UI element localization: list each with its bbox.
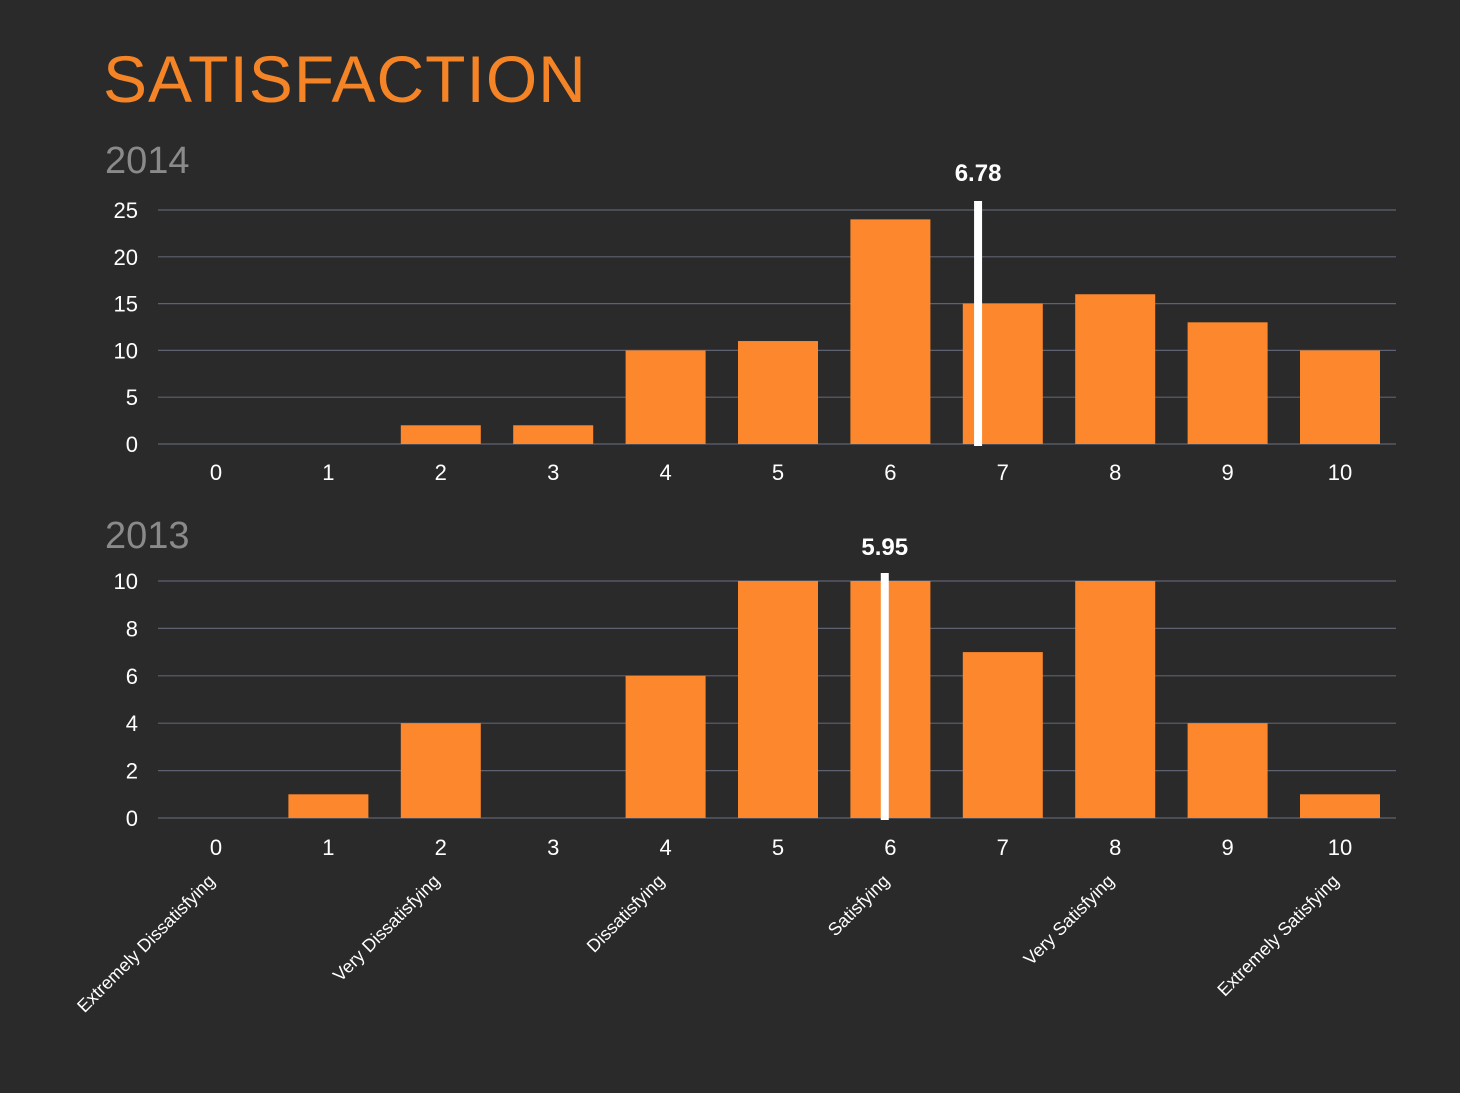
x-tick-label: 9 [1221,835,1233,860]
y-tick-label: 4 [126,711,138,736]
bar [1187,322,1268,444]
page-title: SATISFACTION [103,42,587,116]
x-tick-label: 3 [547,835,559,860]
bar [850,219,931,444]
y-tick-label: 0 [126,806,138,831]
mean-label: 6.78 [955,160,1002,187]
y-tick-label: 8 [126,616,138,641]
bar [513,425,594,444]
x-tick-label: 8 [1109,835,1121,860]
bar [1300,350,1380,444]
y-tick-label: 2 [126,759,138,784]
y-tick-label: 6 [126,664,138,689]
x-tick-label: 7 [997,460,1009,485]
bar [400,723,481,818]
x-tick-label: 0 [210,460,222,485]
x-tick-label: 3 [547,460,559,485]
x-tick-label: 10 [1328,835,1352,860]
x-tick-label: 0 [210,835,222,860]
scale-label: Very Satisfying [1020,871,1118,969]
x-tick-label: 7 [997,835,1009,860]
scale-label: Dissatisfying [583,871,669,957]
y-tick-label: 5 [126,385,138,410]
x-tick-label: 6 [884,835,896,860]
scale-label: Satisfying [824,871,893,940]
x-tick-label: 5 [772,835,784,860]
x-tick-label: 4 [659,460,671,485]
y-tick-label: 0 [126,432,138,457]
bar [738,581,818,818]
x-tick-label: 2 [435,835,447,860]
x-tick-label: 5 [772,460,784,485]
bar [1300,794,1380,818]
bar [962,652,1043,818]
scale-label: Very Dissatisfying [329,871,444,986]
x-tick-label: 1 [322,835,334,860]
scale-label: Extremely Satisfying [1213,871,1342,1000]
x-tick-label: 1 [322,460,334,485]
mean-marker [974,201,983,446]
x-tick-label: 8 [1109,460,1121,485]
bar [738,341,818,444]
y-tick-label: 20 [114,245,138,270]
scale-label: Extremely Dissatisfying [73,871,219,1017]
y-tick-label: 15 [114,292,138,317]
bar [400,425,481,444]
bar [288,794,369,818]
mean-label: 5.95 [861,534,908,561]
x-tick-label: 6 [884,460,896,485]
x-tick-label: 10 [1328,460,1352,485]
bar [625,350,706,444]
bar [850,581,931,818]
y-tick-label: 10 [114,338,138,363]
bar [1187,723,1268,818]
mean-marker [880,573,889,820]
x-tick-label: 9 [1221,460,1233,485]
chart-subtitle-2014: 2014 [105,140,190,182]
bar [1075,581,1156,818]
bar [625,675,706,818]
y-tick-label: 10 [114,569,138,594]
x-tick-label: 2 [435,460,447,485]
y-tick-label: 25 [114,198,138,223]
bar [1075,294,1156,444]
chart-subtitle-2013: 2013 [105,515,190,557]
x-tick-label: 4 [659,835,671,860]
